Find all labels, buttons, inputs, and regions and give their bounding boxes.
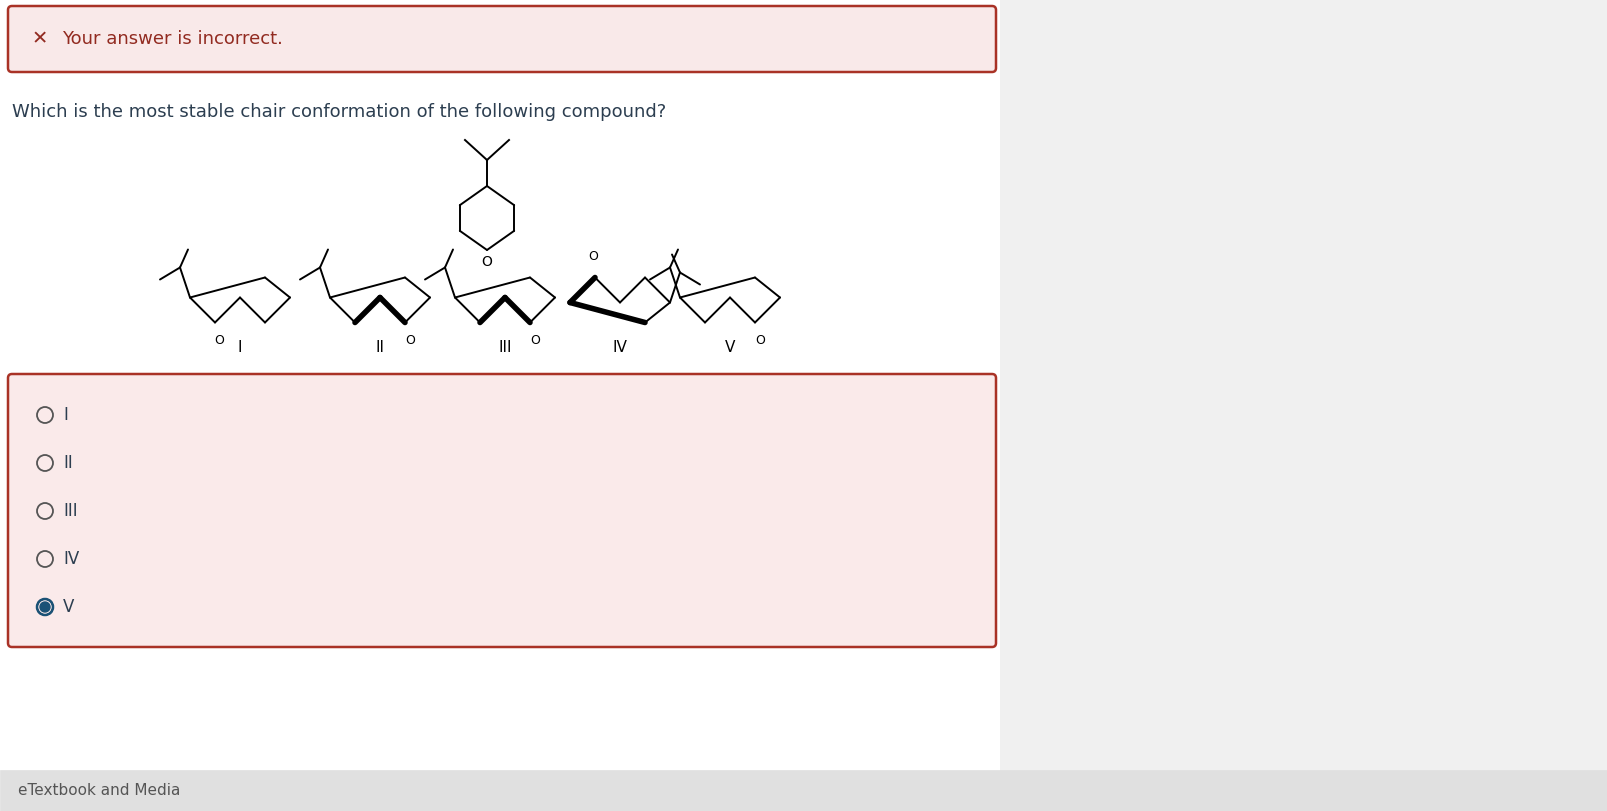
FancyBboxPatch shape [8,374,996,647]
Text: III: III [63,502,77,520]
Text: O: O [405,334,415,347]
FancyBboxPatch shape [1000,0,1607,811]
Text: IV: IV [63,550,79,568]
Text: III: III [498,341,511,355]
Text: O: O [530,334,540,347]
Text: II: II [63,454,72,472]
Text: O: O [588,251,598,264]
Text: ✕: ✕ [32,29,48,49]
Text: Your answer is incorrect.: Your answer is incorrect. [63,30,283,48]
Circle shape [40,602,50,612]
Text: O: O [482,255,492,269]
FancyBboxPatch shape [8,6,996,72]
Text: O: O [214,334,223,347]
Text: V: V [63,598,74,616]
Text: I: I [63,406,67,424]
Text: II: II [376,341,384,355]
Text: eTextbook and Media: eTextbook and Media [18,783,180,798]
Text: V: V [725,341,734,355]
Text: I: I [238,341,243,355]
Text: O: O [755,334,765,347]
Text: IV: IV [612,341,627,355]
FancyBboxPatch shape [0,770,1607,811]
Text: Which is the most stable chair conformation of the following compound?: Which is the most stable chair conformat… [11,103,667,121]
